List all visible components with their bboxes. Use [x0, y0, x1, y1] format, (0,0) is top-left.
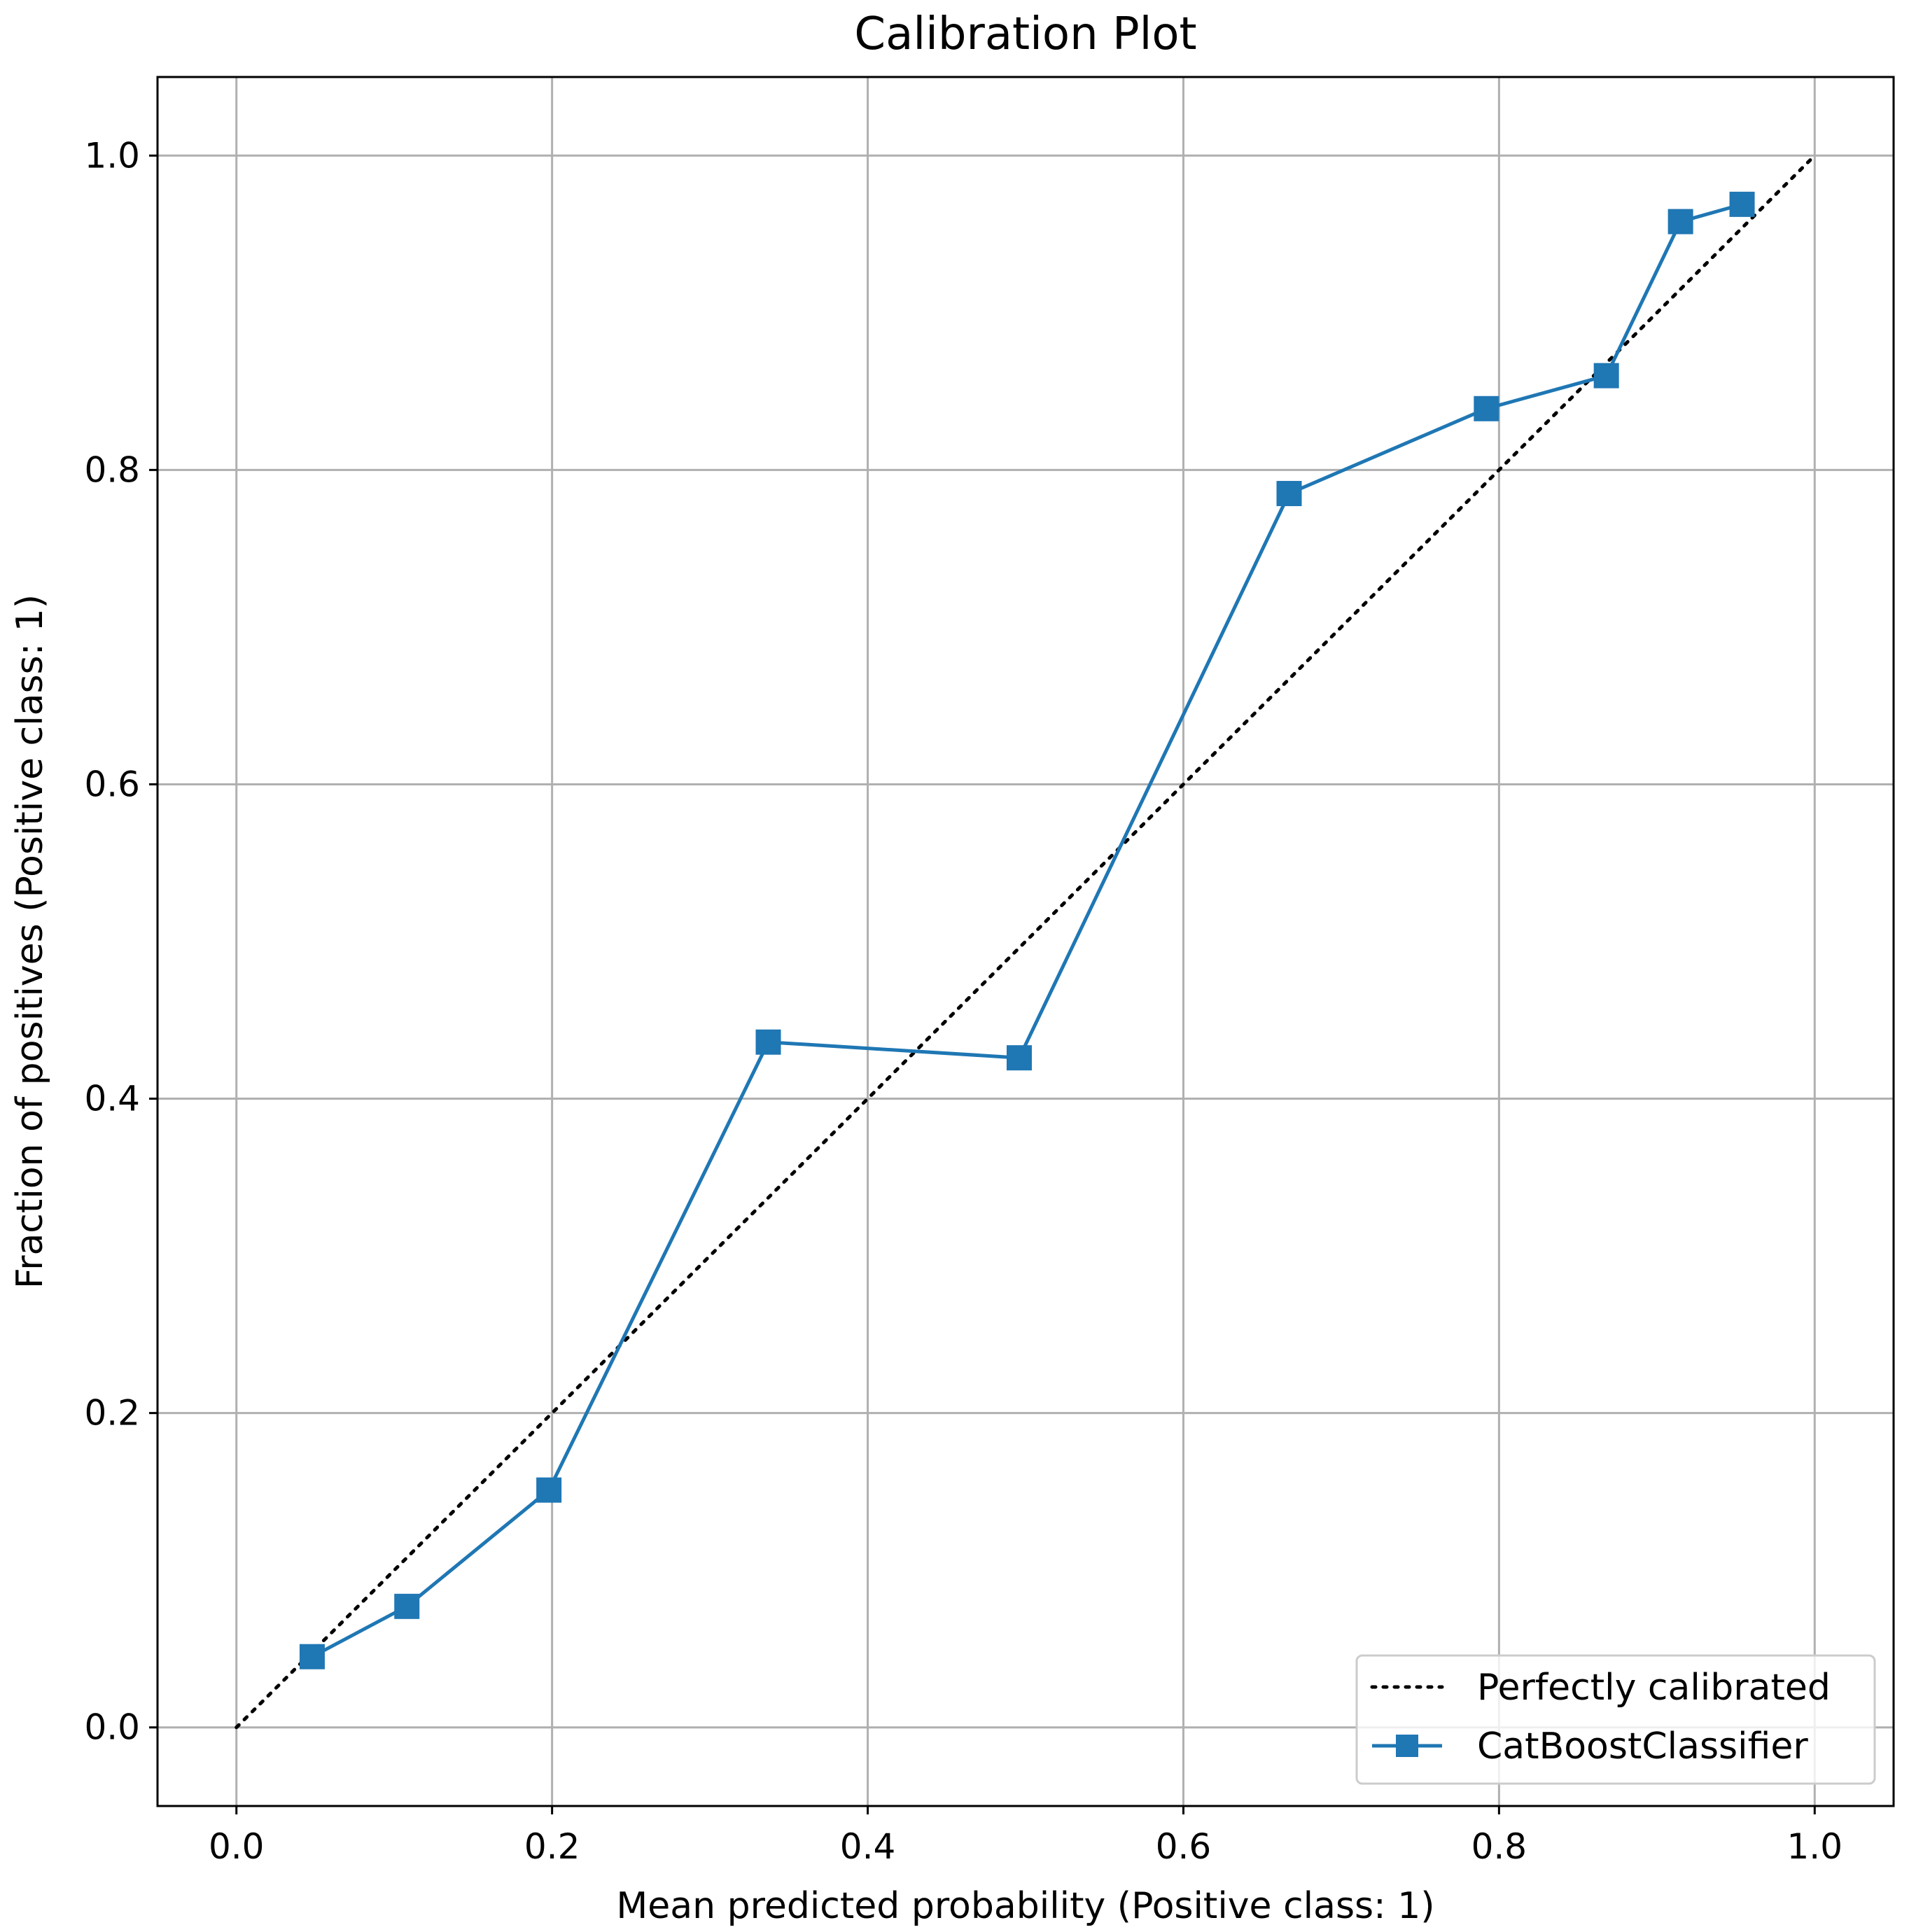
- catboost-point-10: [1729, 191, 1755, 217]
- y-tick-label-0-6: 0.6: [84, 764, 140, 804]
- x-tick-label-0-6: 0.6: [1156, 1826, 1212, 1867]
- plot-series: [235, 153, 1817, 1730]
- x-tick-label-1-0: 1.0: [1787, 1826, 1843, 1867]
- catboost-point-8: [1593, 363, 1619, 388]
- grid: [158, 77, 1894, 1806]
- axis-ticks: 0.0 0.2 0.4 0.6 0.8 1.0 0.0 0.2 0.4 0.6 0.8 1.0: [84, 135, 1842, 1867]
- y-tick-label-0-0: 0.0: [84, 1707, 140, 1748]
- perfectly-calibrated-line: [235, 153, 1817, 1730]
- legend-box: [1355, 1654, 1876, 1785]
- catboost-point-4: [755, 1029, 781, 1055]
- y-axis-label: Fraction of positives (Positive class: 1…: [9, 594, 51, 1289]
- catboost-point-7: [1474, 396, 1499, 421]
- catboost-point-6: [1276, 481, 1302, 507]
- plot-frame: [156, 76, 1895, 1807]
- catboost-point-5: [1006, 1045, 1032, 1071]
- x-tick-label-0-8: 0.8: [1471, 1826, 1527, 1867]
- x-tick-label-0-2: 0.2: [524, 1826, 580, 1867]
- catboost-point-1: [299, 1644, 325, 1670]
- chart-title: Calibration Plot: [854, 8, 1196, 60]
- y-tick-label-0-8: 0.8: [84, 449, 140, 490]
- legend-marker-catboost: [1396, 1735, 1418, 1757]
- x-tick-label-0-4: 0.4: [840, 1826, 896, 1867]
- x-axis-label: Mean predicted probability (Positive cla…: [616, 1885, 1434, 1927]
- y-tick-label-1-0: 1.0: [84, 135, 140, 176]
- catboost-point-3: [536, 1477, 562, 1503]
- y-tick-label-0-4: 0.4: [84, 1079, 140, 1119]
- x-tick-label-0-0: 0.0: [209, 1826, 265, 1867]
- y-tick-label-0-2: 0.2: [84, 1393, 140, 1434]
- catboost-point-2: [394, 1593, 420, 1619]
- legend-label-catboost: CatBoostClassifier: [1477, 1726, 1808, 1768]
- legend-label-perfectly-calibrated: Perfectly calibrated: [1477, 1667, 1831, 1709]
- legend: Perfectly calibrated CatBoostClassifier: [1355, 1654, 1876, 1785]
- catboost-point-9: [1667, 209, 1693, 234]
- catboost-series-line: [311, 202, 1743, 1658]
